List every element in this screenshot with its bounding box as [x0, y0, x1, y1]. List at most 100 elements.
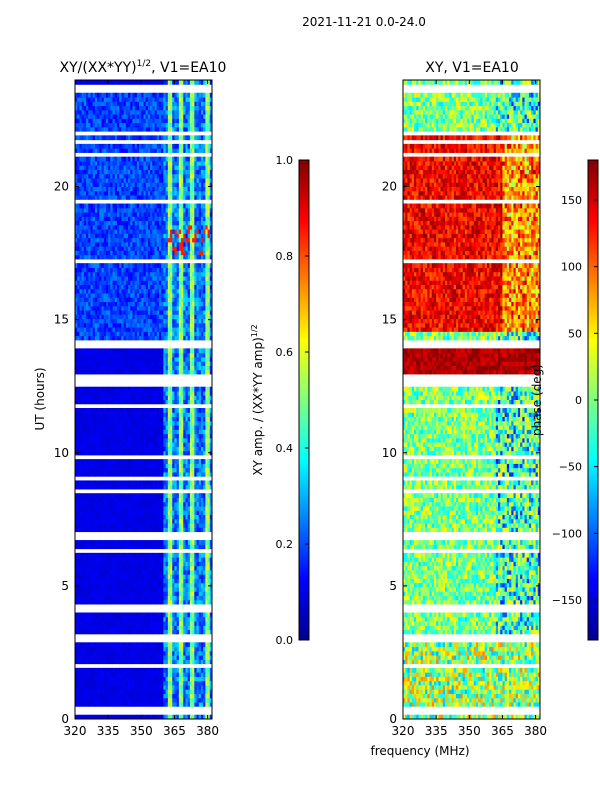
amplitude-cell: [110, 484, 114, 490]
amplitude-cell: [143, 493, 147, 498]
amplitude-cell: [94, 425, 98, 430]
amplitude-cell: [192, 625, 195, 631]
amplitude-cell: [99, 420, 103, 426]
amplitude-cell: [192, 697, 195, 703]
amplitude-cell: [114, 672, 118, 677]
amplitude-cell: [145, 318, 149, 324]
amplitude-cell: [170, 318, 173, 324]
amplitude-cell: [196, 586, 200, 592]
amplitude-cell: [158, 565, 162, 571]
amplitude-cell: [88, 616, 91, 622]
amplitude-cell: [112, 510, 116, 516]
amplitude-cell: [90, 399, 94, 405]
amplitude-cell: [114, 506, 118, 511]
amplitude-cell: [103, 386, 107, 392]
amplitude-cell: [145, 361, 149, 366]
amplitude-cell: [161, 348, 164, 354]
amplitude-cell: [105, 659, 109, 665]
amplitude-cell: [103, 595, 107, 601]
amplitude-cell: [130, 301, 133, 307]
amplitude-cell: [161, 395, 164, 400]
amplitude-cell: [97, 591, 100, 596]
amplitude-cell: [185, 365, 189, 371]
amplitude-cell: [125, 574, 129, 579]
amplitude-cell: [156, 484, 160, 490]
amplitude-cell: [119, 599, 122, 605]
amplitude-cell: [178, 629, 182, 635]
amplitude-cell: [86, 595, 89, 601]
amplitude-cell: [154, 305, 158, 311]
amplitude-cell: [145, 293, 149, 298]
amplitude-cell: [143, 314, 147, 320]
amplitude-cell: [143, 331, 147, 337]
amplitude-cell: [75, 527, 78, 533]
amplitude-cell: [174, 314, 178, 320]
amplitude-cell: [196, 425, 200, 430]
amplitude-cell: [90, 557, 94, 562]
amplitude-cell: [108, 544, 111, 550]
amplitude-cell: [203, 442, 206, 447]
amplitude-cell: [75, 437, 78, 443]
amplitude-cell: [187, 621, 191, 626]
amplitude-cell: [103, 650, 107, 656]
amplitude-cell: [154, 463, 158, 469]
amplitude-cell: [170, 356, 173, 362]
amplitude-cell: [90, 327, 94, 332]
amplitude-cell: [103, 684, 107, 690]
amplitude-cell: [83, 621, 87, 626]
amplitude-cell: [196, 459, 200, 464]
amplitude-cell: [110, 527, 114, 533]
amplitude-cell: [77, 676, 80, 682]
amplitude-cell: [97, 420, 100, 426]
amplitude-cell: [139, 335, 142, 341]
amplitude-cell: [112, 310, 116, 315]
amplitude-cell: [116, 425, 120, 430]
amplitude-cell: [207, 527, 211, 533]
amplitude-cell: [88, 395, 91, 400]
amplitude-cell: [114, 659, 118, 665]
amplitude-cell: [92, 659, 96, 665]
amplitude-cell: [123, 595, 127, 601]
amplitude-cell: [114, 450, 118, 456]
amplitude-cell: [105, 693, 109, 699]
amplitude-cell: [145, 625, 149, 631]
amplitude-cell: [114, 408, 118, 413]
amplitude-cell: [205, 356, 209, 362]
amplitude-cell: [165, 561, 169, 567]
amplitude-cell: [154, 327, 158, 332]
amplitude-cell: [163, 493, 167, 498]
amplitude-cell: [81, 552, 85, 558]
amplitude-cell: [143, 467, 147, 473]
amplitude-cell: [123, 471, 127, 477]
amplitude-cell: [163, 544, 167, 550]
amplitude-cell: [90, 365, 94, 371]
amplitude-cell: [88, 561, 91, 567]
amplitude-cell: [176, 650, 180, 656]
amplitude-cell: [163, 612, 167, 618]
amplitude-cell: [79, 450, 83, 456]
amplitude-cell: [123, 527, 127, 533]
amplitude-cell: [187, 629, 191, 635]
amplitude-cell: [97, 425, 100, 430]
amplitude-cell: [150, 305, 153, 311]
amplitude-cell: [112, 689, 116, 694]
amplitude-cell: [110, 399, 114, 405]
amplitude-cell: [99, 552, 103, 558]
amplitude-cell: [189, 523, 193, 528]
amplitude-cell: [128, 701, 131, 707]
amplitude-cell: [139, 480, 142, 486]
amplitude-cell: [176, 361, 180, 366]
amplitude-cell: [165, 625, 169, 631]
amplitude-cell: [136, 646, 140, 652]
amplitude-cell: [198, 599, 202, 605]
amplitude-cell: [112, 569, 116, 575]
amplitude-cell: [83, 667, 87, 673]
amplitude-cell: [83, 574, 87, 579]
amplitude-cell: [103, 442, 107, 447]
amplitude-cell: [198, 480, 202, 486]
amplitude-cell: [161, 693, 164, 699]
amplitude-cell: [105, 557, 109, 562]
amplitude-cell: [170, 390, 173, 396]
amplitude-cell: [172, 714, 175, 719]
amplitude-cell: [209, 361, 212, 366]
